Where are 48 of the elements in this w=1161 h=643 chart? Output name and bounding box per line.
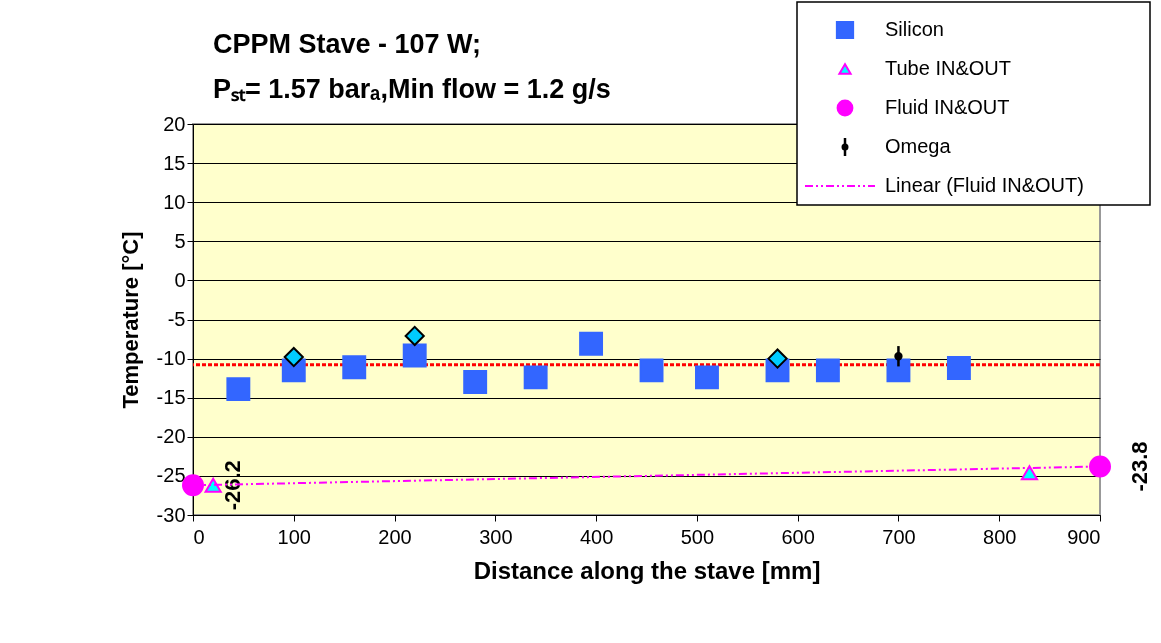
point: [226, 377, 251, 402]
point: [402, 343, 427, 368]
y-tick-label: 0: [174, 268, 186, 291]
legend-label: Silicon: [885, 18, 944, 40]
x-tick-label: 500: [680, 525, 715, 548]
x-tick-label: 200: [378, 525, 412, 548]
point: [695, 365, 719, 390]
point: [463, 370, 488, 395]
point: [946, 356, 971, 380]
point: [1020, 465, 1039, 481]
x-tick-label: 700: [882, 525, 916, 548]
x-tick-label: 600: [781, 525, 815, 548]
y-axis-title: Temperature [°C]: [117, 231, 143, 409]
point: [579, 331, 604, 356]
point: [1089, 455, 1111, 478]
point: [204, 477, 222, 493]
y-tick-label: -15: [156, 386, 186, 409]
legend-label: Tube IN&OUT: [885, 57, 1011, 79]
point: [639, 358, 664, 383]
x-tick-label: 100: [277, 525, 311, 548]
x-tick-label: 800: [983, 525, 1017, 548]
x-tick-label: 0: [193, 525, 205, 548]
chart-title: CPPM Stave - 107 W; Pₛₜ= 1.57 barₐ,Min flow = 1.2 g/s: [213, 29, 611, 104]
point: [886, 358, 911, 383]
y-tick-label: 5: [174, 229, 186, 252]
legend-label: Fluid IN&OUT: [885, 96, 1010, 118]
point: [815, 358, 840, 383]
point: [283, 346, 304, 368]
y-tick-label: -5: [167, 308, 186, 330]
legend-label: Omega: [885, 135, 952, 157]
point: [404, 325, 425, 346]
data-label: -26.2: [220, 460, 245, 511]
y-tick-label: -10: [156, 347, 186, 370]
point: [523, 365, 548, 390]
x-axis-title: Distance along the stave [mm]: [473, 556, 821, 584]
legend-label: Linear (Fluid IN&OUT): [885, 174, 1084, 196]
x-tick-label: 300: [479, 525, 513, 548]
y-tick-label: -20: [156, 425, 186, 448]
point: [767, 348, 788, 369]
y-tick-label: -30: [156, 503, 186, 526]
data-label: -23.8: [1127, 441, 1152, 492]
x-tick-label: 400: [579, 525, 614, 548]
y-tick-label: 20: [163, 112, 186, 135]
y-tick-label: -25: [156, 464, 186, 487]
x-tick-label: 900: [1067, 525, 1101, 548]
y-tick-label: 15: [163, 151, 186, 174]
point: [342, 355, 367, 380]
y-tick-label: 10: [163, 190, 186, 213]
